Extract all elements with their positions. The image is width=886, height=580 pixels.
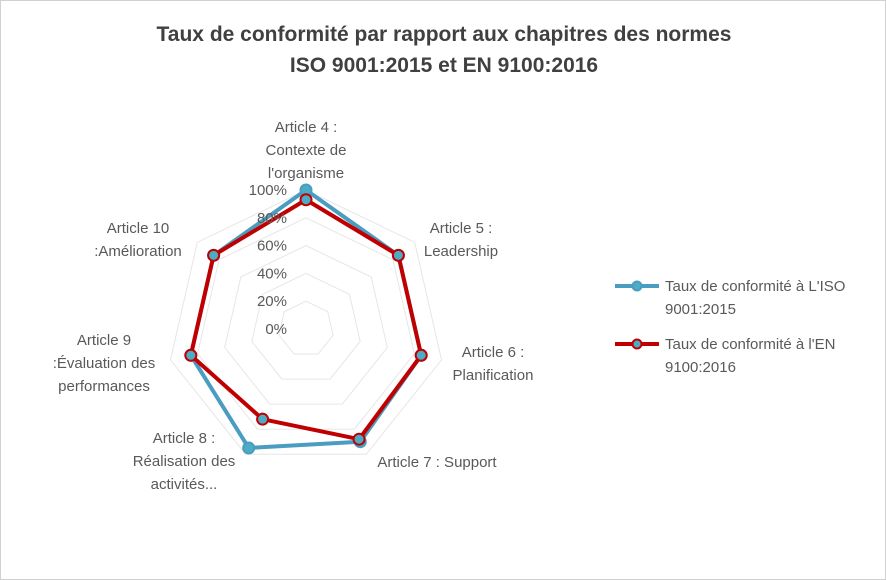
data-point — [207, 248, 221, 262]
data-point — [256, 412, 270, 426]
legend-label: Taux de conformité à l'EN 9100:2016 — [665, 336, 835, 376]
legend-label: Taux de conformité à L'ISO 9001:2015 — [665, 278, 845, 318]
radial-tick-label: 0% — [265, 321, 287, 338]
radial-tick-label: 40% — [257, 265, 287, 282]
category-label: Article 9:Évaluation des performances — [53, 332, 156, 395]
radial-tick-label: 60% — [257, 238, 287, 255]
chart-subtitle: ISO 9001:2015 et EN 9100:2016 — [290, 54, 598, 77]
category-label: Article 5 : Leadership — [424, 220, 498, 260]
series-0 — [184, 183, 428, 455]
grid-ring — [169, 189, 443, 455]
legend-entry-0: Taux de conformité à L'ISO 9001:2015 — [615, 278, 845, 318]
category-label: Article 10:Amélioration — [94, 220, 182, 260]
data-point — [352, 432, 366, 446]
data-point — [391, 248, 405, 262]
chart-title: Taux de conformité par rapport aux chapi… — [157, 23, 732, 46]
data-point — [242, 441, 256, 455]
legend: Taux de conformité à L'ISO 9001:2015 Taux … — [615, 278, 845, 376]
legend-entry-1: Taux de conformité à l'EN 9100:2016 — [615, 336, 835, 376]
series-line — [188, 197, 424, 442]
radial-tick-label: 20% — [257, 293, 287, 310]
grid-ring — [278, 300, 334, 355]
radial-ticks: 0% 20% 40% 60% 80% 100% — [249, 182, 287, 338]
data-point — [414, 348, 428, 362]
data-point — [299, 193, 313, 207]
grid-ring — [251, 272, 361, 380]
category-labels: Article 4 : Contexte de l'organisme Article… — [53, 119, 534, 493]
category-label: Article 7 : Support — [377, 454, 497, 471]
category-label: Article 6 : Planification — [453, 344, 534, 384]
radial-tick-label: 80% — [257, 210, 287, 227]
radar-grid — [169, 189, 443, 455]
radial-tick-label: 100% — [249, 182, 287, 199]
data-point — [184, 348, 198, 362]
category-label: Article 4 : Contexte de l'organisme — [266, 119, 347, 182]
series-1 — [184, 193, 428, 446]
legend-swatch-marker — [631, 338, 643, 350]
legend-swatch-marker — [631, 280, 643, 292]
radar-series — [184, 183, 428, 455]
grid-ring — [224, 245, 388, 405]
category-label: Article 8 : Réalisation des activités... — [133, 430, 236, 493]
